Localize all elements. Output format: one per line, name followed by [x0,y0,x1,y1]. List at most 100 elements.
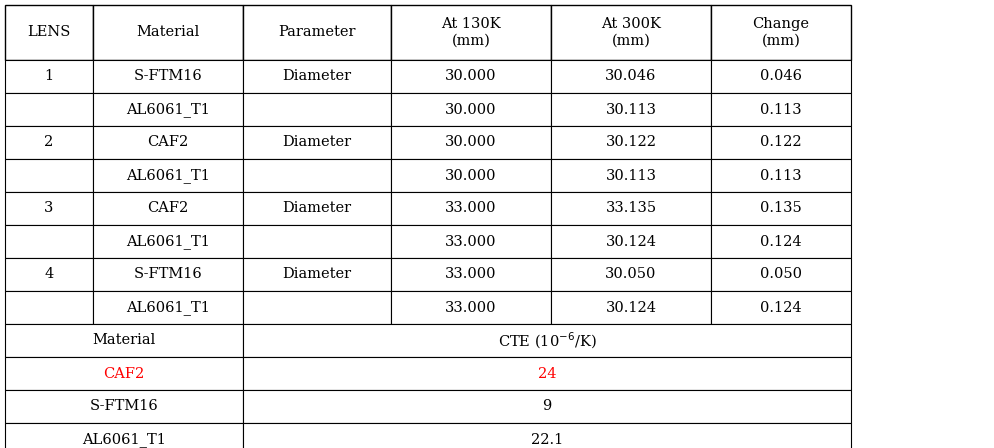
Text: Material: Material [92,333,156,348]
Bar [243,60,391,93]
Text: Diameter: Diameter [282,267,352,281]
Bar [711,93,851,126]
Text: 33.000: 33.000 [445,301,497,314]
Text: Change
(mm): Change (mm) [752,17,809,47]
Bar [5,159,93,192]
Bar [243,357,851,390]
Text: At 130K
(mm): At 130K (mm) [441,17,501,47]
Text: 30.000: 30.000 [445,168,497,182]
Bar [391,126,551,159]
Bar [551,60,711,93]
Text: LENS: LENS [27,26,71,39]
Bar [551,258,711,291]
Bar [243,324,851,357]
Text: S-FTM16: S-FTM16 [89,400,158,414]
Bar [711,159,851,192]
Text: CAF2: CAF2 [103,366,144,380]
Text: Material: Material [136,26,200,39]
Bar [243,192,391,225]
Bar [243,225,391,258]
Bar [711,5,851,60]
Bar [711,225,851,258]
Bar [391,60,551,93]
Bar [5,225,93,258]
Text: 0.046: 0.046 [760,69,802,83]
Text: 4: 4 [45,267,54,281]
Bar [243,390,851,423]
Bar [93,192,243,225]
Text: 0.113: 0.113 [760,103,802,116]
Bar [5,126,93,159]
Bar [243,93,391,126]
Text: 0.050: 0.050 [760,267,802,281]
Bar [391,225,551,258]
Text: CAF2: CAF2 [147,202,189,215]
Bar [243,126,391,159]
Bar [391,291,551,324]
Text: 33.000: 33.000 [445,202,497,215]
Text: 30.124: 30.124 [605,234,656,249]
Bar [243,423,851,448]
Bar [391,93,551,126]
Bar [391,5,551,60]
Text: 30.113: 30.113 [605,168,656,182]
Bar [5,324,243,357]
Bar [551,192,711,225]
Text: 22.1: 22.1 [531,432,564,447]
Bar [5,423,243,448]
Text: 30.050: 30.050 [605,267,657,281]
Text: Diameter: Diameter [282,69,352,83]
Bar [551,225,711,258]
Text: AL6061_T1: AL6061_T1 [126,102,210,117]
Text: 1: 1 [45,69,54,83]
Text: 30.000: 30.000 [445,103,497,116]
Text: 0.122: 0.122 [760,135,802,150]
Text: 30.000: 30.000 [445,135,497,150]
Bar [391,192,551,225]
Text: 0.135: 0.135 [760,202,802,215]
Bar [551,5,711,60]
Bar [711,291,851,324]
Bar [243,159,391,192]
Bar [5,60,93,93]
Bar [5,357,243,390]
Text: 0.113: 0.113 [760,168,802,182]
Text: 33.135: 33.135 [605,202,657,215]
Bar [711,60,851,93]
Bar [93,60,243,93]
Bar [551,126,711,159]
Bar [5,192,93,225]
Bar [93,5,243,60]
Bar [93,225,243,258]
Bar [711,258,851,291]
Bar [5,93,93,126]
Text: 30.124: 30.124 [605,301,656,314]
Bar [391,258,551,291]
Text: 30.122: 30.122 [605,135,656,150]
Bar [243,5,391,60]
Text: 2: 2 [45,135,54,150]
Bar [93,291,243,324]
Bar [711,192,851,225]
Text: S-FTM16: S-FTM16 [133,69,203,83]
Text: 9: 9 [543,400,552,414]
Text: Parameter: Parameter [278,26,356,39]
Text: 33.000: 33.000 [445,267,497,281]
Text: 24: 24 [538,366,557,380]
Text: CAF2: CAF2 [147,135,189,150]
Text: 3: 3 [45,202,54,215]
Text: 0.124: 0.124 [760,234,802,249]
Bar [243,291,391,324]
Text: AL6061_T1: AL6061_T1 [126,234,210,249]
Bar [551,291,711,324]
Text: 30.113: 30.113 [605,103,656,116]
Bar [711,126,851,159]
Bar [551,93,711,126]
Bar [391,159,551,192]
Text: CTE (10$^{-6}$/K): CTE (10$^{-6}$/K) [498,330,596,351]
Text: AL6061_T1: AL6061_T1 [126,168,210,183]
Text: 30.000: 30.000 [445,69,497,83]
Text: 30.046: 30.046 [605,69,657,83]
Bar [93,159,243,192]
Text: 0.124: 0.124 [760,301,802,314]
